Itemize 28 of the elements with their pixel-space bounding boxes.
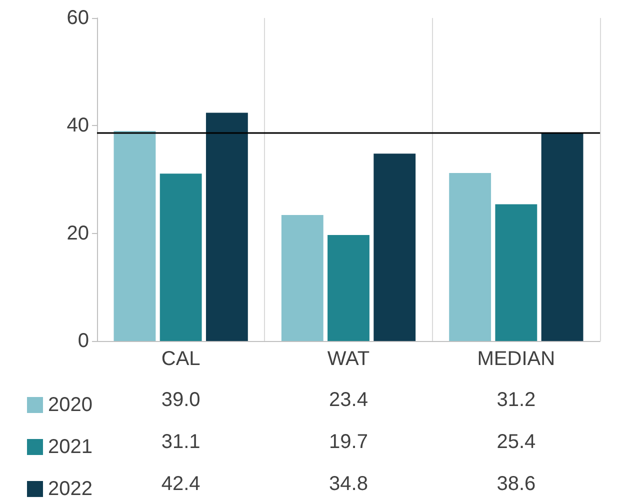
y-tick-label: 40 (66, 114, 89, 137)
bar (541, 133, 584, 341)
bar (160, 174, 202, 341)
y-tick-label: 60 (66, 7, 89, 29)
bar (495, 204, 538, 341)
data-label: 31.1 (161, 431, 200, 453)
bar (449, 173, 492, 341)
bar (281, 215, 324, 341)
bar (206, 112, 248, 341)
bar (328, 234, 370, 341)
data-label: 34.8 (329, 473, 368, 495)
legend-label: 2022 (48, 478, 92, 498)
data-label: 38.6 (496, 473, 536, 495)
data-label: 23.4 (329, 389, 368, 411)
y-tick-label: 20 (66, 222, 89, 244)
data-label: 42.4 (161, 473, 200, 495)
data-label: 25.4 (496, 431, 536, 453)
legend-label: 2021 (48, 436, 92, 458)
data-label: 19.7 (329, 431, 368, 453)
x-tick-label: CAL (161, 348, 200, 370)
data-label: 39.0 (161, 389, 200, 411)
y-tick-label: 0 (78, 330, 89, 352)
legend-label: 2020 (48, 394, 92, 416)
x-tick-label: MEDIAN (477, 348, 556, 370)
bar (374, 154, 416, 341)
data-label: 31.2 (496, 389, 536, 411)
bar (114, 131, 156, 341)
x-tick-label: WAT (327, 348, 370, 370)
